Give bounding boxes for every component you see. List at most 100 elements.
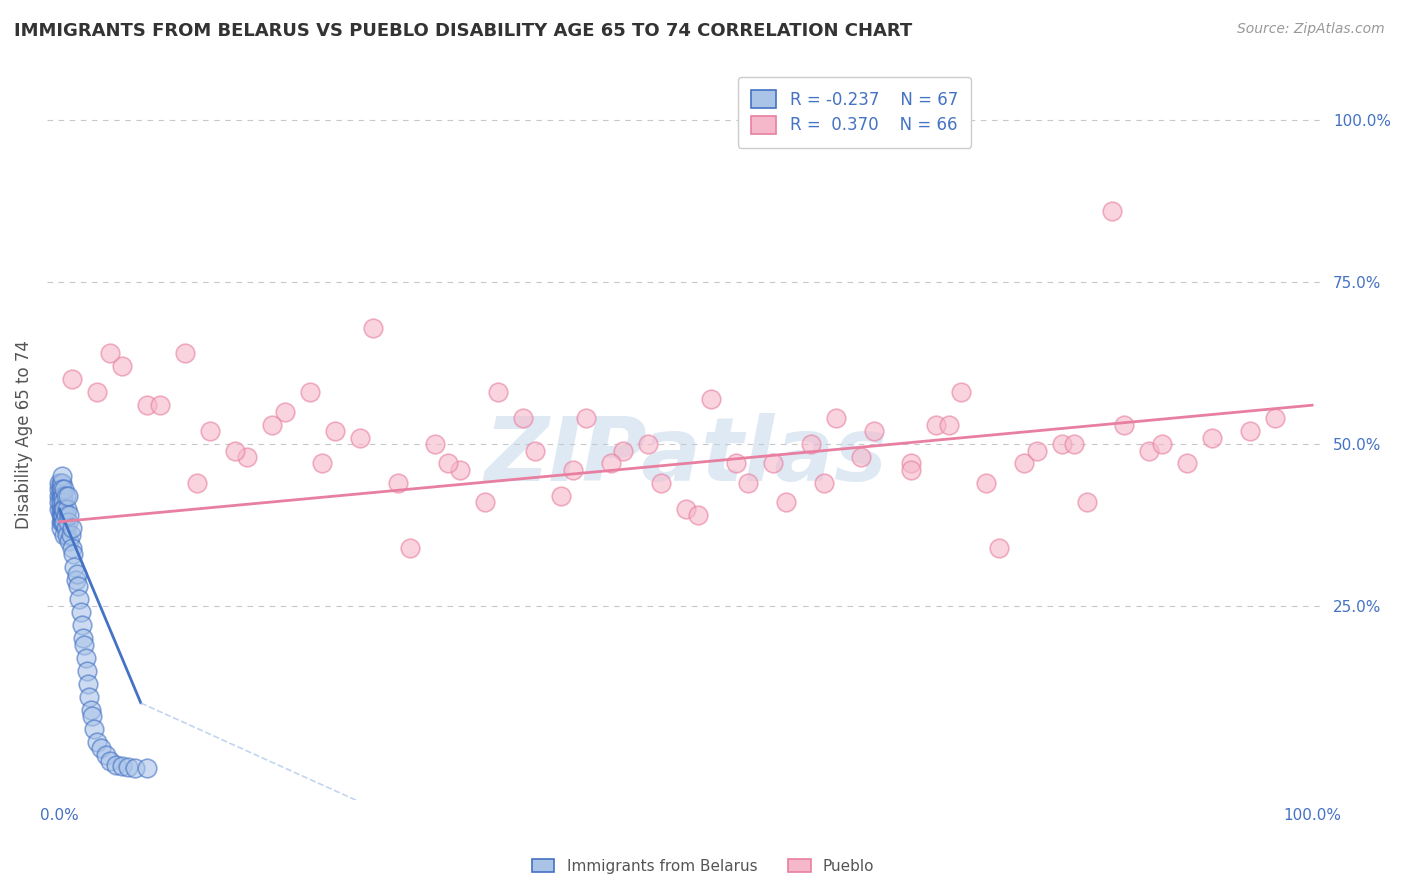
Point <box>69 606 91 620</box>
Point <box>80 709 103 723</box>
Point <box>800 437 823 451</box>
Point <box>51 489 73 503</box>
Point <box>90 741 112 756</box>
Point <box>55 508 77 523</box>
Point <box>449 463 471 477</box>
Point <box>83 722 105 736</box>
Point <box>262 417 284 432</box>
Point <box>60 541 83 555</box>
Point <box>70 618 93 632</box>
Point <box>224 443 246 458</box>
Point <box>1025 443 1047 458</box>
Point <box>80 702 103 716</box>
Point <box>51 469 73 483</box>
Point <box>173 346 195 360</box>
Point <box>938 417 960 432</box>
Point <box>49 508 72 523</box>
Point <box>198 424 221 438</box>
Point <box>111 759 134 773</box>
Point <box>94 747 117 762</box>
Point <box>98 346 121 360</box>
Text: ZIPatlas: ZIPatlas <box>484 413 887 500</box>
Point <box>323 424 346 438</box>
Point <box>925 417 948 432</box>
Point <box>52 495 75 509</box>
Point <box>53 527 76 541</box>
Legend: Immigrants from Belarus, Pueblo: Immigrants from Belarus, Pueblo <box>526 853 880 880</box>
Point <box>48 495 70 509</box>
Point <box>117 760 139 774</box>
Point <box>124 761 146 775</box>
Point <box>550 489 572 503</box>
Point <box>56 527 79 541</box>
Point <box>675 501 697 516</box>
Point <box>48 475 70 490</box>
Point <box>387 475 409 490</box>
Point <box>825 411 848 425</box>
Point <box>724 457 747 471</box>
Point <box>637 437 659 451</box>
Point <box>77 676 100 690</box>
Point <box>76 664 98 678</box>
Point <box>49 515 72 529</box>
Point <box>49 489 72 503</box>
Point <box>48 489 70 503</box>
Point <box>599 457 621 471</box>
Point <box>762 457 785 471</box>
Point <box>1050 437 1073 451</box>
Point <box>1201 431 1223 445</box>
Point <box>274 405 297 419</box>
Point <box>1150 437 1173 451</box>
Y-axis label: Disability Age 65 to 74: Disability Age 65 to 74 <box>15 340 32 529</box>
Point <box>66 566 89 581</box>
Point <box>53 483 76 497</box>
Point <box>55 489 77 503</box>
Text: Source: ZipAtlas.com: Source: ZipAtlas.com <box>1237 22 1385 37</box>
Point <box>67 579 90 593</box>
Point <box>51 515 73 529</box>
Point <box>474 495 496 509</box>
Point <box>86 385 108 400</box>
Point <box>79 690 101 704</box>
Point <box>1114 417 1136 432</box>
Point <box>574 411 596 425</box>
Point <box>425 437 447 451</box>
Point <box>75 650 97 665</box>
Point <box>51 483 73 497</box>
Point <box>399 541 422 555</box>
Text: IMMIGRANTS FROM BELARUS VS PUEBLO DISABILITY AGE 65 TO 74 CORRELATION CHART: IMMIGRANTS FROM BELARUS VS PUEBLO DISABI… <box>14 22 912 40</box>
Point <box>987 541 1010 555</box>
Point <box>486 385 509 400</box>
Point <box>236 450 259 464</box>
Point <box>186 475 208 490</box>
Point <box>56 489 79 503</box>
Point <box>56 515 79 529</box>
Point <box>512 411 534 425</box>
Point <box>562 463 585 477</box>
Point <box>136 398 159 412</box>
Point <box>49 495 72 509</box>
Point <box>1239 424 1261 438</box>
Point <box>1264 411 1286 425</box>
Point <box>436 457 458 471</box>
Point <box>69 592 91 607</box>
Point <box>311 457 333 471</box>
Point <box>775 495 797 509</box>
Point <box>58 534 80 549</box>
Point <box>737 475 759 490</box>
Point <box>56 501 79 516</box>
Point <box>49 483 72 497</box>
Point <box>111 359 134 374</box>
Point <box>49 521 72 535</box>
Point <box>73 638 96 652</box>
Point <box>59 527 82 541</box>
Point <box>862 424 884 438</box>
Point <box>361 320 384 334</box>
Point <box>86 735 108 749</box>
Point <box>52 515 75 529</box>
Point <box>51 508 73 523</box>
Point <box>813 475 835 490</box>
Point <box>55 521 77 535</box>
Point <box>700 392 723 406</box>
Point <box>688 508 710 523</box>
